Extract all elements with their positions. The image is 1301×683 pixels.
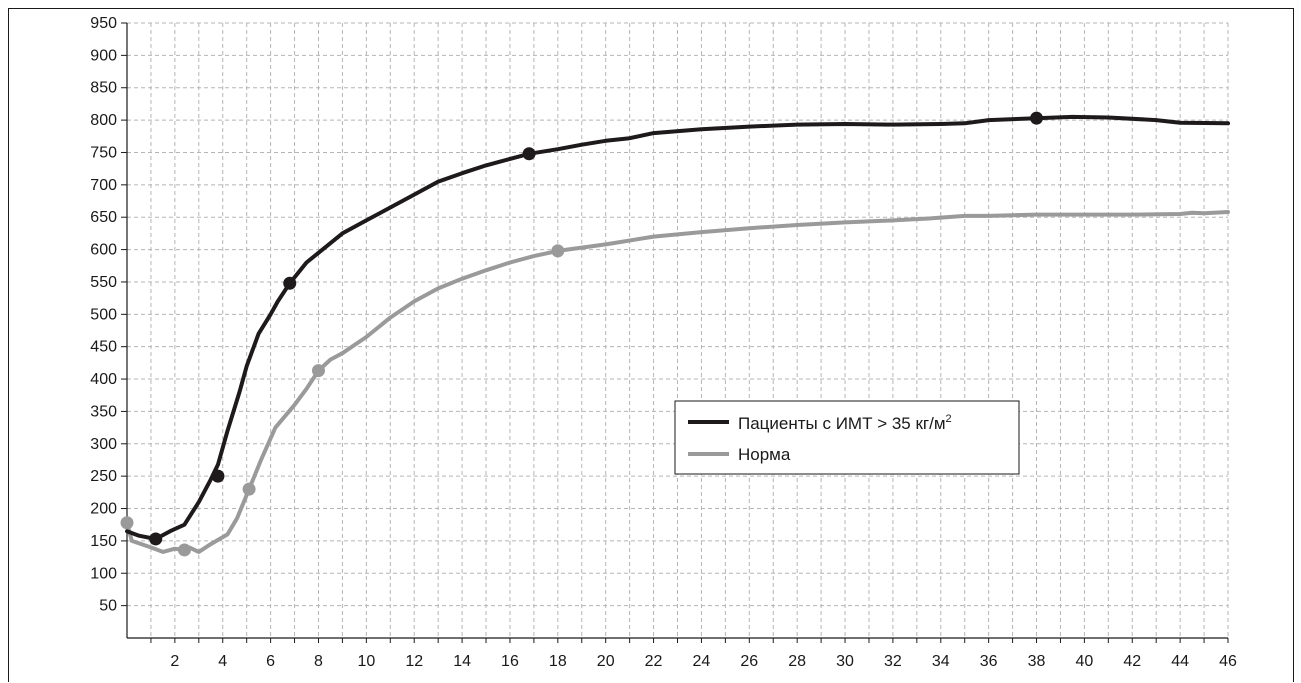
x-tick-label: 30: [836, 653, 854, 670]
x-tick-label: 38: [1028, 653, 1046, 670]
y-tick-label: 850: [90, 80, 117, 97]
y-tick-label: 900: [90, 47, 117, 64]
x-tick-label: 4: [218, 653, 227, 670]
y-tick-label: 750: [90, 144, 117, 161]
y-tick-label: 550: [90, 274, 117, 291]
x-tick-label: 12: [405, 653, 423, 670]
x-tick-label: 22: [645, 653, 663, 670]
x-tick-label: 2: [170, 653, 179, 670]
x-tick-label: 34: [932, 653, 950, 670]
series-line-obese: [125, 114, 1230, 541]
legend-label-obese: Пациенты с ИМТ > 35 кг/м2: [738, 413, 952, 433]
data-point-obese: [149, 532, 163, 546]
y-tick-label: 300: [90, 436, 117, 453]
y-tick-label: 600: [90, 242, 117, 259]
x-tick-label: 16: [501, 653, 519, 670]
legend: Пациенты с ИМТ > 35 кг/м2 Норма: [674, 400, 1020, 475]
data-point-norm: [311, 364, 325, 378]
y-tick-label: 200: [90, 501, 117, 518]
x-tick-label: 28: [788, 653, 806, 670]
data-point-norm: [120, 516, 134, 530]
data-point-norm: [177, 543, 191, 557]
y-tick-label: 800: [90, 112, 117, 129]
x-tick-label: 42: [1123, 653, 1141, 670]
x-tick-label: 40: [1075, 653, 1093, 670]
data-point-obese: [283, 276, 297, 290]
data-point-obese: [1030, 111, 1044, 125]
line-chart: 50 100 150 200 250 300 350 400 450 500 550 600 650 70…: [90, 15, 1237, 670]
data-point-norm: [551, 244, 565, 258]
x-tick-label: 8: [314, 653, 323, 670]
data-point-norm: [242, 482, 256, 496]
x-tick-label: 44: [1171, 653, 1189, 670]
y-tick-label: 100: [90, 565, 117, 582]
series-line-norm: [125, 210, 1230, 554]
x-tick-label: 20: [597, 653, 615, 670]
chart-frame: 50 100 150 200 250 300 350 400 450 500 550 600 650 70…: [8, 8, 1294, 682]
x-tick-label: 6: [266, 653, 275, 670]
x-tick-label: 14: [453, 653, 471, 670]
x-tick-label: 36: [980, 653, 998, 670]
axes: 50 100 150 200 250 300 350 400 450 500 550 600 650 70…: [90, 15, 1237, 670]
x-tick-label: 24: [693, 653, 711, 670]
x-tick-label: 32: [884, 653, 902, 670]
legend-label-norm: Норма: [738, 445, 791, 464]
y-tick-label: 950: [90, 15, 117, 32]
y-tick-label: 450: [90, 339, 117, 356]
data-point-obese: [522, 147, 536, 161]
x-tick-label: 26: [740, 653, 758, 670]
y-tick-label: 350: [90, 403, 117, 420]
x-tick-label: 10: [357, 653, 375, 670]
y-tick-label: 250: [90, 468, 117, 485]
data-point-obese: [211, 469, 225, 483]
legend-box: [674, 400, 1020, 475]
series-layer: [120, 111, 1230, 557]
x-tick-label: 18: [549, 653, 567, 670]
y-tick-label: 700: [90, 177, 117, 194]
y-tick-label: 150: [90, 533, 117, 550]
y-tick-label: 50: [99, 598, 117, 615]
y-tick-label: 650: [90, 209, 117, 226]
x-tick-label: 46: [1219, 653, 1237, 670]
y-tick-label: 500: [90, 306, 117, 323]
y-tick-label: 400: [90, 371, 117, 388]
